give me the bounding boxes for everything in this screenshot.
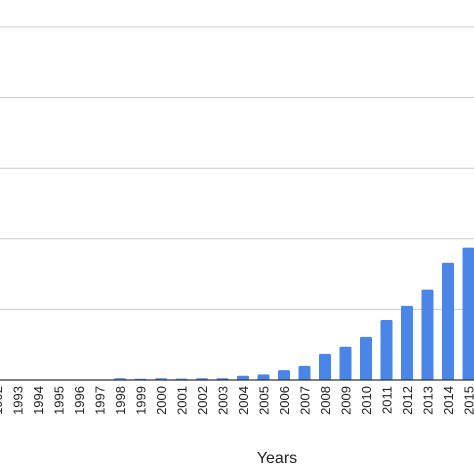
bar-2005 xyxy=(257,374,270,380)
x-tick-label: 1995 xyxy=(52,386,67,415)
x-tick-label: 2008 xyxy=(318,386,333,415)
x-tick-label: 2009 xyxy=(339,386,354,415)
bar-2010 xyxy=(360,336,372,380)
x-tick-label: 2002 xyxy=(195,386,210,415)
x-tick-label: 2003 xyxy=(216,386,231,415)
x-tick-label: 2004 xyxy=(236,386,251,415)
bar-2004 xyxy=(237,375,249,380)
x-tick-label: 2012 xyxy=(400,386,415,415)
x-tick-label: 1993 xyxy=(11,386,26,415)
x-tick-label: 2006 xyxy=(277,386,292,415)
x-tick-label: 1999 xyxy=(134,386,149,415)
x-tick-label: 2007 xyxy=(298,386,313,415)
x-axis-title: Years xyxy=(257,450,297,467)
x-tick-label: 2010 xyxy=(359,386,374,415)
bar-2006 xyxy=(278,370,290,380)
bar-2013 xyxy=(421,289,434,380)
x-tick-label: 2013 xyxy=(421,386,436,415)
bar-2012 xyxy=(401,305,413,380)
bar-2015 xyxy=(462,247,474,380)
x-tick-label: 2015 xyxy=(462,386,474,415)
gridlines xyxy=(0,26,474,310)
bars xyxy=(114,247,474,380)
bar-2009 xyxy=(339,346,352,380)
x-tick-label: 1992 xyxy=(0,386,5,415)
x-tick-label: 1998 xyxy=(113,386,128,415)
x-tick-label: 1996 xyxy=(72,386,87,415)
x-tick-label: 2005 xyxy=(257,386,272,415)
bar-2014 xyxy=(442,262,454,380)
x-tick-labels: 1992 1993 1994 1995 1996 1997 1998 1999 2000 2001… xyxy=(0,386,474,415)
bar-2011 xyxy=(380,320,393,380)
x-tick-label: 2014 xyxy=(441,386,456,415)
x-tick-label: 2001 xyxy=(175,386,190,415)
bar-2008 xyxy=(319,353,331,380)
x-tick-label: 2000 xyxy=(154,386,169,415)
x-tick-label: 2011 xyxy=(380,386,395,414)
x-tick-label: 1994 xyxy=(31,386,46,415)
bar-2007 xyxy=(298,365,311,380)
x-tick-label: 1997 xyxy=(93,386,108,415)
